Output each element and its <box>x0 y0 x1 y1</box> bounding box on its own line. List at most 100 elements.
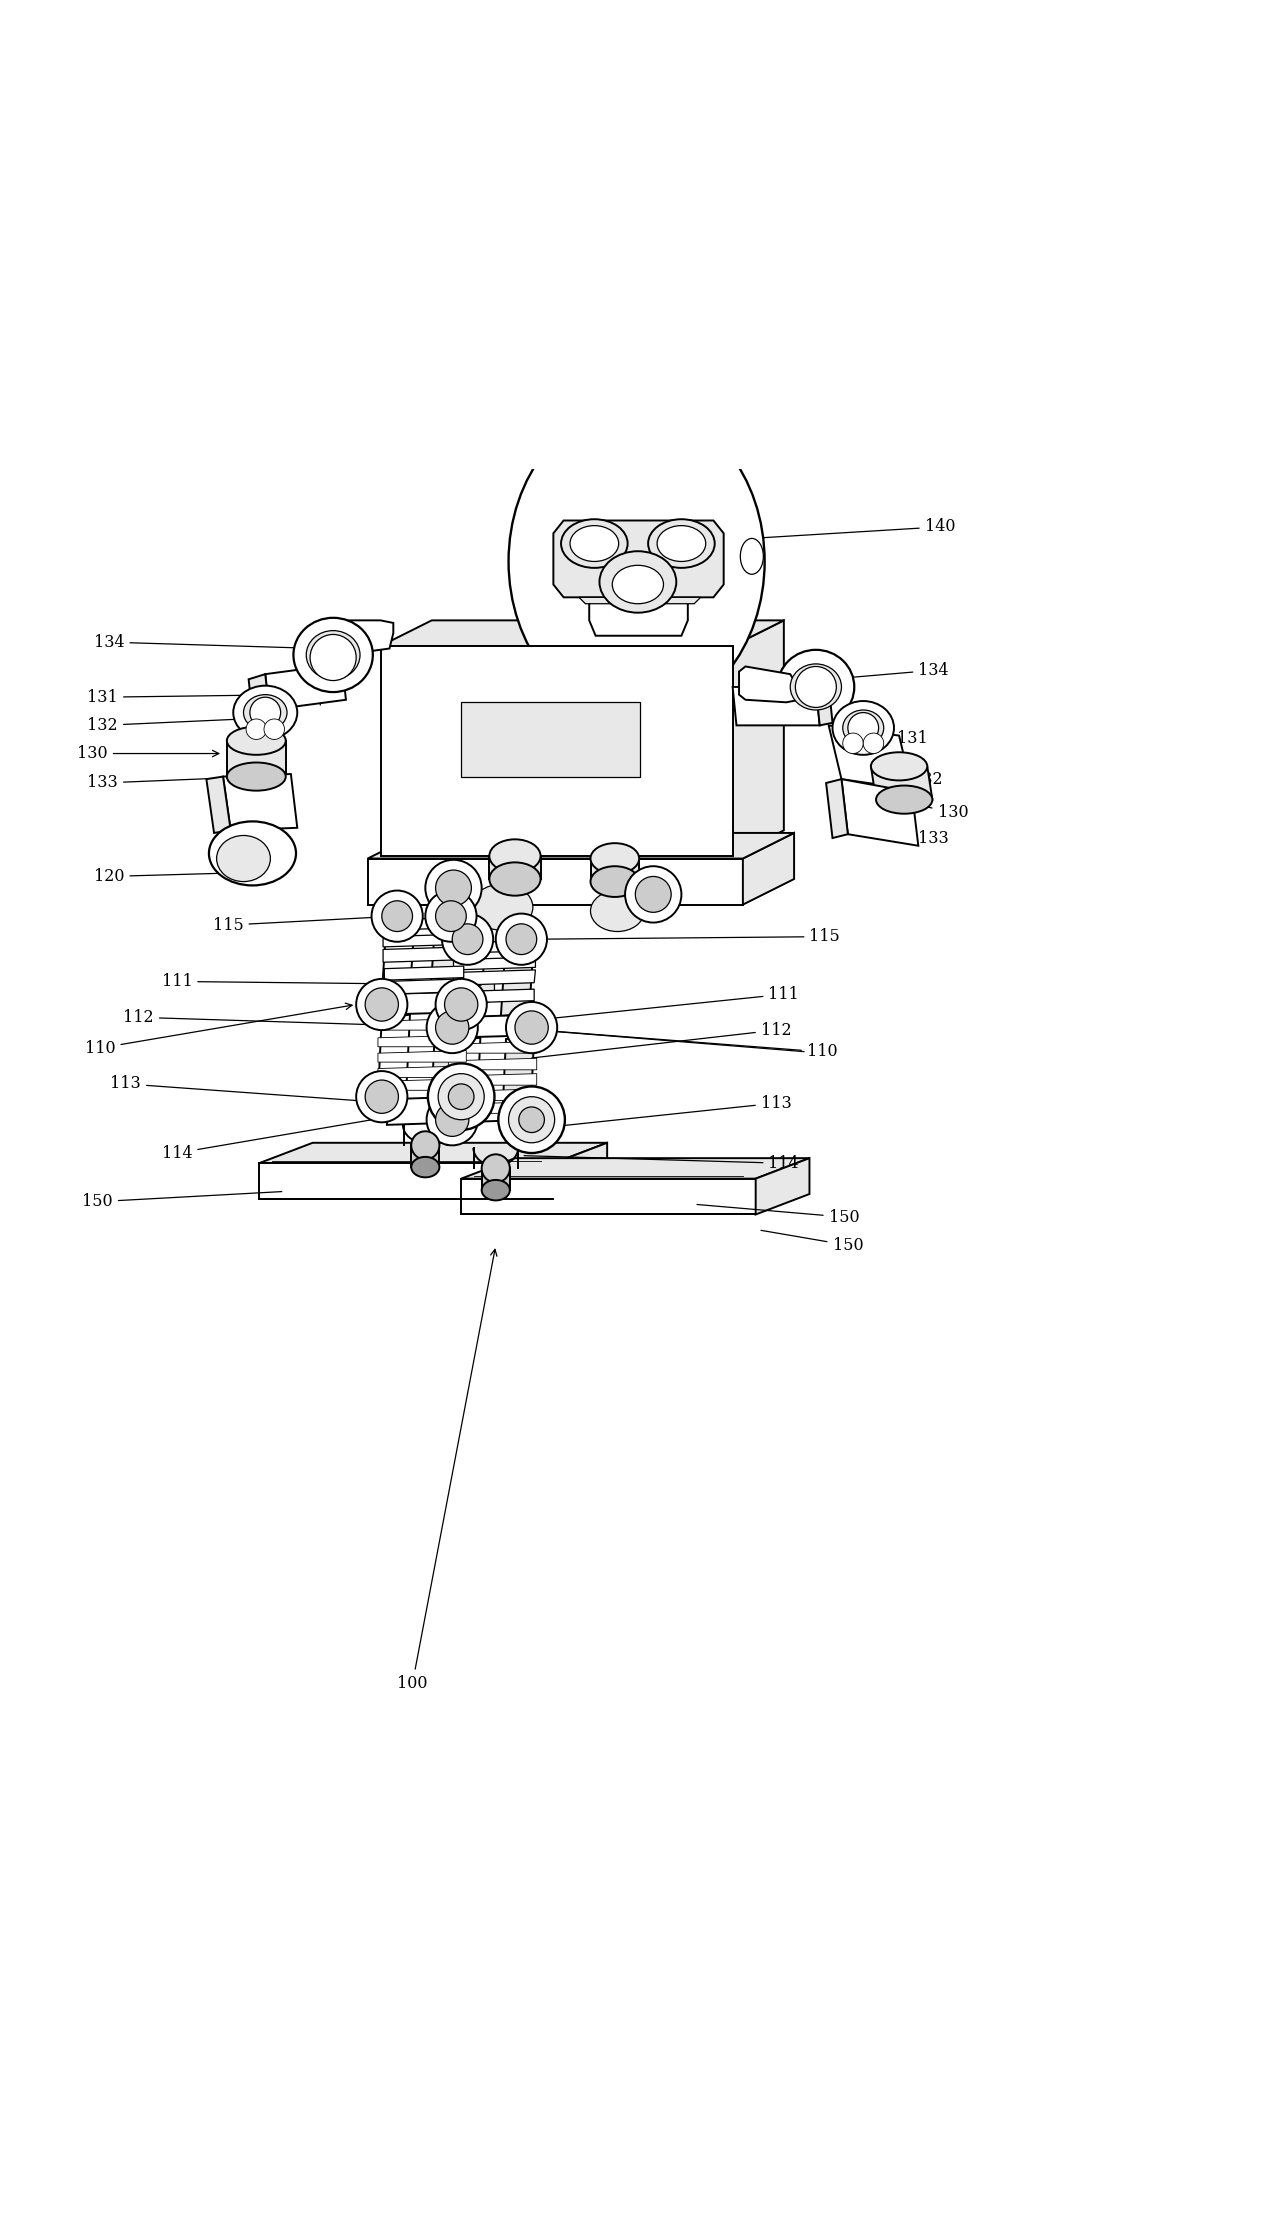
Polygon shape <box>265 663 346 710</box>
Text: 150: 150 <box>82 1192 282 1209</box>
Circle shape <box>514 1012 548 1045</box>
Polygon shape <box>733 688 819 726</box>
Circle shape <box>436 870 472 905</box>
Polygon shape <box>248 675 269 715</box>
Polygon shape <box>841 779 918 845</box>
Polygon shape <box>455 990 534 1003</box>
Polygon shape <box>378 1065 467 1078</box>
Circle shape <box>382 901 413 932</box>
Text: 115: 115 <box>541 928 840 945</box>
Ellipse shape <box>472 883 532 930</box>
Polygon shape <box>382 916 467 930</box>
Circle shape <box>436 979 487 1030</box>
Polygon shape <box>454 956 535 970</box>
Polygon shape <box>733 621 784 857</box>
Ellipse shape <box>482 1181 509 1200</box>
Polygon shape <box>458 1121 534 1147</box>
Polygon shape <box>449 1041 536 1054</box>
Polygon shape <box>449 1058 536 1070</box>
Polygon shape <box>378 1050 467 1063</box>
Ellipse shape <box>306 630 360 679</box>
Ellipse shape <box>412 1132 440 1161</box>
Circle shape <box>847 712 878 743</box>
Text: 112: 112 <box>123 1010 379 1025</box>
Polygon shape <box>226 741 285 777</box>
Ellipse shape <box>590 865 639 896</box>
Ellipse shape <box>842 710 883 746</box>
Polygon shape <box>467 979 495 1012</box>
Ellipse shape <box>293 617 373 692</box>
Text: 115: 115 <box>212 916 395 934</box>
Polygon shape <box>378 1036 467 1047</box>
Text: 130: 130 <box>77 746 219 761</box>
Polygon shape <box>449 1074 536 1085</box>
Polygon shape <box>500 936 534 1016</box>
Circle shape <box>842 732 863 754</box>
Circle shape <box>449 1083 475 1110</box>
Polygon shape <box>553 1143 607 1198</box>
Text: 133: 133 <box>87 774 256 792</box>
Polygon shape <box>381 646 733 857</box>
Polygon shape <box>385 979 464 994</box>
Circle shape <box>518 1107 544 1132</box>
Circle shape <box>372 890 423 941</box>
Circle shape <box>249 697 280 728</box>
Text: 132: 132 <box>865 768 943 788</box>
Circle shape <box>310 635 356 681</box>
Polygon shape <box>378 1014 410 1096</box>
Text: 130: 130 <box>895 801 968 821</box>
Polygon shape <box>482 1169 509 1189</box>
Polygon shape <box>258 1163 553 1198</box>
Polygon shape <box>453 941 536 954</box>
Circle shape <box>495 914 547 965</box>
Polygon shape <box>432 1014 464 1096</box>
Circle shape <box>365 1081 399 1114</box>
Polygon shape <box>490 857 540 879</box>
Text: 112: 112 <box>532 1021 791 1058</box>
Circle shape <box>428 1063 495 1129</box>
Circle shape <box>426 890 477 941</box>
Polygon shape <box>382 914 415 994</box>
Text: 114: 114 <box>162 1118 385 1161</box>
Text: 110: 110 <box>85 1003 352 1056</box>
Polygon shape <box>553 521 724 597</box>
Polygon shape <box>383 948 466 963</box>
Polygon shape <box>222 774 297 830</box>
Ellipse shape <box>216 837 270 881</box>
Circle shape <box>365 987 399 1021</box>
Polygon shape <box>739 666 799 703</box>
Ellipse shape <box>778 650 854 723</box>
Ellipse shape <box>590 890 644 932</box>
Text: 150: 150 <box>697 1205 859 1225</box>
Ellipse shape <box>243 695 287 730</box>
Circle shape <box>356 979 408 1030</box>
Circle shape <box>442 914 494 965</box>
Circle shape <box>505 1003 557 1054</box>
Polygon shape <box>381 621 784 646</box>
Ellipse shape <box>226 726 285 754</box>
Polygon shape <box>828 726 912 790</box>
Circle shape <box>505 923 536 954</box>
Circle shape <box>498 1087 565 1154</box>
Text: 111: 111 <box>162 972 408 990</box>
Polygon shape <box>378 1078 467 1090</box>
Ellipse shape <box>791 663 841 710</box>
Polygon shape <box>448 1014 536 1038</box>
Ellipse shape <box>832 701 894 754</box>
Circle shape <box>863 732 883 754</box>
Circle shape <box>453 923 484 954</box>
Circle shape <box>356 1072 408 1123</box>
Polygon shape <box>462 1178 756 1214</box>
Polygon shape <box>502 1036 534 1118</box>
Text: 110: 110 <box>509 1027 837 1061</box>
Polygon shape <box>871 766 932 799</box>
Polygon shape <box>462 1158 809 1178</box>
Ellipse shape <box>599 550 676 612</box>
Polygon shape <box>449 1103 536 1114</box>
Text: 100: 100 <box>397 1249 496 1691</box>
Circle shape <box>436 1012 469 1045</box>
Polygon shape <box>453 939 486 1016</box>
Text: 120: 120 <box>94 868 288 885</box>
Circle shape <box>264 719 284 739</box>
Polygon shape <box>385 965 464 981</box>
